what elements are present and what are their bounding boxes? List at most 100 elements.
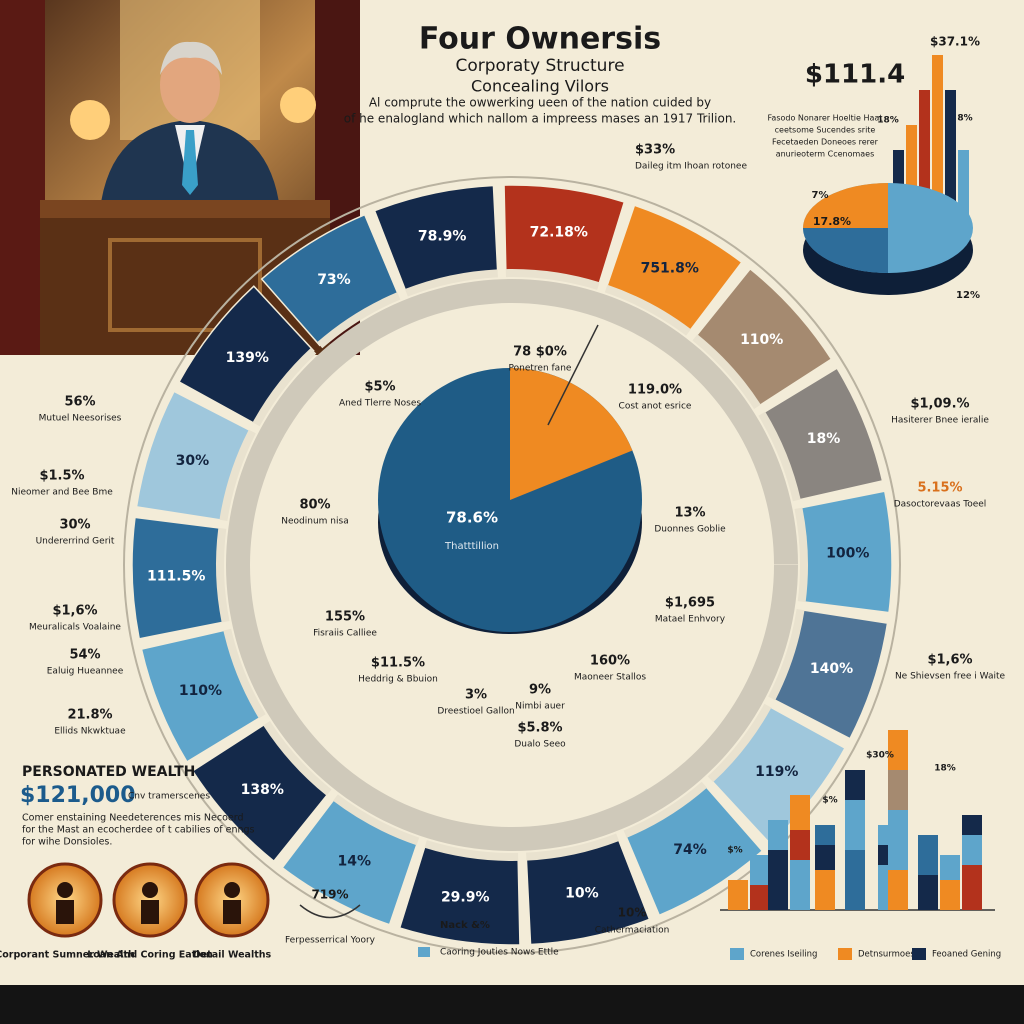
deco-bar (962, 835, 982, 865)
ring-inner-tab (604, 284, 691, 336)
ring-label: 14% (337, 854, 371, 870)
deco-bar (728, 880, 748, 910)
hair (160, 41, 222, 75)
bar-label: 8% (957, 114, 972, 124)
legend-text: Feoaned Gening (932, 950, 1001, 960)
ring-inner-tab (505, 269, 600, 290)
bottom-value: 10% (618, 906, 647, 920)
bottom-text: Ferpesserrical Yoory (285, 936, 376, 946)
ring-label: 18% (807, 431, 841, 447)
center-value: 80% (299, 498, 330, 513)
center-text: Matael Enhvory (655, 615, 726, 625)
side-text: Ealuig Hueannee (47, 667, 124, 677)
ring-inner-tab (768, 609, 805, 701)
note-text: ceetsome Sucendes srite (775, 126, 876, 135)
desk-panel (108, 238, 262, 332)
center-text: Ponetren fane (509, 364, 572, 374)
lamp (280, 87, 316, 123)
ring-label: 10% (565, 886, 599, 902)
ring-inner-tab (317, 292, 401, 349)
side-text: Ne Shievsen free i Waite (895, 672, 1006, 682)
note-text: Fecetaeden Doneoes rerer (772, 138, 879, 147)
deco-bar (918, 875, 938, 910)
icon-figure (141, 900, 159, 924)
side-value: $33% (635, 143, 675, 158)
title: Four Ownersis (419, 22, 661, 57)
bar-label: $37.1% (930, 35, 980, 49)
ring-label: 74% (673, 842, 707, 858)
bottom-value: 719% (311, 888, 348, 902)
side-text: Undererrind Gerit (36, 537, 115, 547)
mini-pie-wedge (803, 228, 888, 273)
side-value: 5.15% (917, 481, 962, 496)
ring-inner-tab (215, 527, 230, 623)
center-value: $5.8% (517, 721, 562, 736)
legend-swatch (730, 948, 744, 960)
ring-inner-tab (424, 840, 519, 861)
ring-label: 29.9% (441, 890, 490, 906)
center-text: Duonnes Goblie (654, 525, 726, 535)
ring-inner-tab (623, 781, 707, 838)
side-text: Daileg itm Ihoan rotonee (635, 162, 747, 172)
deco-bar (932, 55, 943, 215)
ring-label: 100% (826, 545, 869, 561)
icon-caption: Corporant Sumner Wealth (0, 950, 135, 961)
deco-bar (845, 770, 865, 800)
note-text: Cnv tramerscenes (128, 792, 210, 802)
arc-arrow (299, 904, 361, 919)
deco-bar (893, 150, 904, 215)
center-text: Dualo Seeo (514, 740, 566, 750)
icon-figure (223, 900, 241, 924)
deco-bar (918, 835, 938, 875)
legend-swatch (418, 920, 430, 930)
bar-label: $% (727, 846, 742, 856)
ring-inner-tab (794, 507, 808, 603)
bottom-text: Cathermaciation (595, 926, 670, 936)
bar-label: $30% (866, 751, 894, 761)
bar-label: $% (822, 796, 837, 806)
center-value: $11.5% (371, 656, 425, 671)
deco-bar (750, 885, 770, 910)
wealth-value: $121,000 (20, 783, 136, 808)
subtitle: Corporaty Structure (455, 56, 624, 76)
center-text: Aned Tlerre Noses (339, 399, 421, 409)
headline-value: $111.4 (805, 60, 905, 90)
side-value: $1.5% (39, 469, 84, 484)
section-title: PERSONATED WEALTH (22, 764, 195, 780)
center-value: 155% (325, 610, 365, 625)
deco-bar (888, 730, 908, 770)
center-text: Nimbi auer (515, 702, 565, 712)
ring-label: 30% (176, 453, 210, 469)
center-value: 119.0% (628, 383, 682, 398)
note-text: Fasodo Nonarer Hoeltie Haat (768, 114, 883, 123)
wealth-text: Comer enstaining Needeterences mis Necoe… (22, 813, 244, 824)
ring-label: 139% (226, 350, 269, 366)
deco-bar (815, 870, 835, 910)
pie-label: 7% (812, 190, 829, 201)
deco-bar (750, 855, 770, 885)
center-value: 160% (590, 654, 630, 669)
legend-swatch (838, 948, 852, 960)
deco-bar (845, 850, 865, 910)
legend-text: Detnsurmoes (858, 950, 915, 960)
pie-caption: Thatttillion (444, 541, 499, 552)
wealth-text: for the Mast an ecocherdee of t cabilies… (22, 825, 255, 836)
icon-caption: Detail Wealths (193, 950, 272, 961)
pie-label: 17.8% (813, 215, 851, 228)
deco-bar (815, 845, 835, 870)
ring-label: 751.8% (641, 260, 699, 276)
deco-bar (845, 800, 865, 850)
footer-bar (0, 985, 1024, 1024)
side-text: Dasoctorevaas Toeel (894, 500, 987, 510)
ring-inner-tab (707, 703, 772, 783)
deco-bar (790, 830, 810, 860)
pie-label: 78.6% (446, 509, 498, 527)
side-text: Ellids Nkwktuae (54, 727, 126, 737)
deco-bar (962, 815, 982, 835)
ring-label: 138% (241, 782, 284, 798)
ring-outline (123, 176, 901, 954)
center-value: 78 $0% (513, 345, 567, 360)
side-value: $1,6% (927, 653, 972, 668)
deco-bar (919, 90, 930, 215)
deco-bar (940, 855, 960, 880)
